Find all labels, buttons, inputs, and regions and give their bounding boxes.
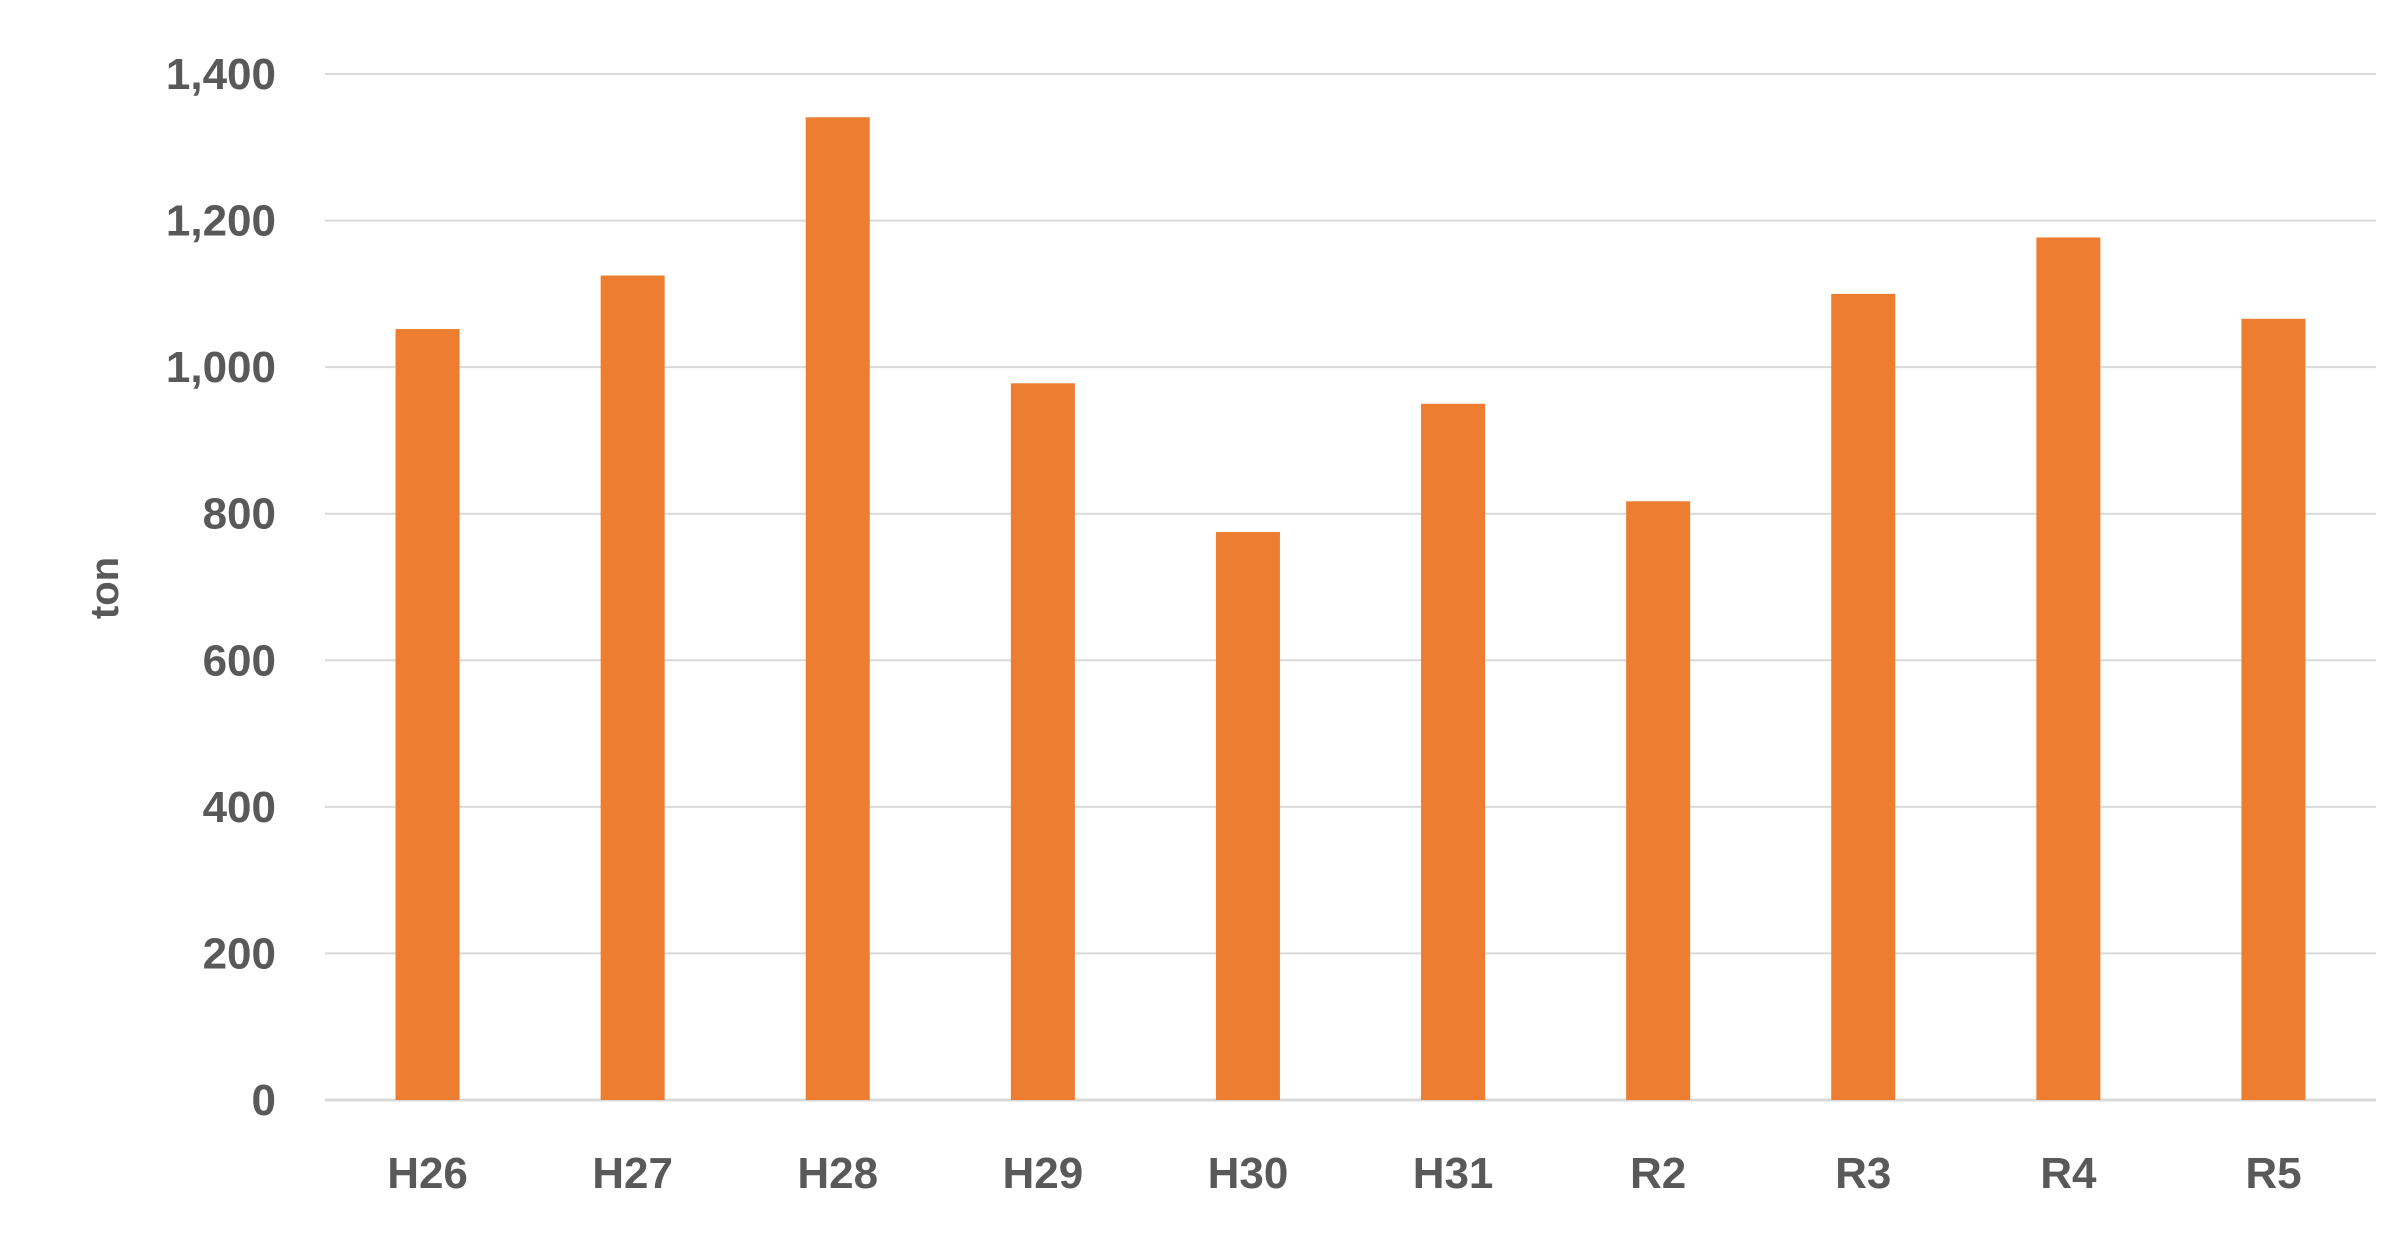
- y-tick-label: 200: [203, 929, 276, 978]
- bar-h31: [1421, 403, 1486, 1100]
- y-axis-title: ton: [83, 557, 127, 619]
- bar-r4: [2036, 237, 2101, 1101]
- x-tick-label: H31: [1413, 1149, 1494, 1198]
- y-axis-ticks: 0 200 400 600 800 1,000 1,200 1,400: [166, 50, 276, 1125]
- bar-h26: [395, 329, 460, 1100]
- gridlines: [325, 73, 2376, 1102]
- x-tick-label: R4: [2040, 1149, 2097, 1198]
- x-tick-label: R3: [1835, 1149, 1891, 1198]
- bar-h30: [1215, 532, 1280, 1100]
- bar-h27: [600, 275, 665, 1100]
- y-tick-label: 600: [203, 636, 276, 685]
- x-tick-label: H28: [797, 1149, 878, 1198]
- bars: [395, 117, 2306, 1101]
- y-tick-label: 800: [203, 490, 276, 539]
- bar-h28: [805, 117, 870, 1100]
- bar-r5: [2241, 318, 2306, 1100]
- x-tick-label: H26: [387, 1149, 468, 1198]
- y-tick-label: 400: [203, 783, 276, 832]
- y-tick-label: 0: [252, 1076, 276, 1125]
- x-tick-label: H27: [592, 1149, 673, 1198]
- bar-r2: [1626, 501, 1691, 1100]
- y-tick-label: 1,400: [166, 50, 276, 99]
- x-tick-label: R5: [2245, 1149, 2301, 1198]
- x-axis-ticks: H26 H27 H28 H29 H30 H31 R2 R3 R4 R5: [387, 1149, 2301, 1198]
- bar-r3: [1831, 293, 1896, 1100]
- x-tick-label: H30: [1208, 1149, 1289, 1198]
- bar-h29: [1010, 383, 1075, 1100]
- y-tick-label: 1,200: [166, 197, 276, 246]
- y-tick-label: 1,000: [166, 343, 276, 392]
- x-tick-label: R2: [1630, 1149, 1686, 1198]
- x-tick-label: H29: [1002, 1149, 1083, 1198]
